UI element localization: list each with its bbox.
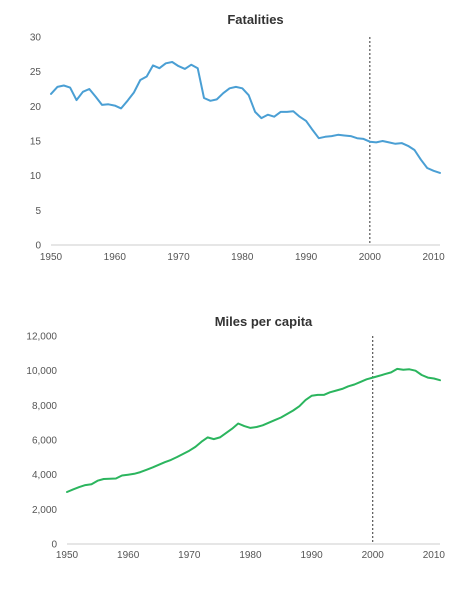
y-tick-label: 8,000 (32, 401, 57, 412)
y-tick-label: 20 (30, 102, 42, 113)
chart-title: Fatalities (227, 12, 283, 27)
y-tick-label: 0 (35, 241, 41, 252)
y-tick-label: 10 (30, 171, 42, 182)
series-line (66, 367, 441, 493)
x-tick-label: 2000 (362, 550, 385, 561)
y-tick-label: 15 (30, 137, 42, 148)
x-tick-label: 1950 (56, 550, 79, 561)
x-tick-label: 1960 (104, 252, 127, 263)
y-tick-label: 5 (35, 206, 41, 217)
x-tick-label: 1990 (300, 550, 323, 561)
x-tick-label: 1960 (117, 550, 140, 561)
y-tick-label: 25 (30, 67, 42, 78)
x-tick-label: 2010 (422, 252, 445, 263)
series-line (50, 61, 441, 174)
x-tick-label: 1990 (295, 252, 318, 263)
y-tick-label: 6,000 (32, 436, 57, 447)
x-tick-label: 1980 (231, 252, 254, 263)
y-tick-label: 10,000 (26, 366, 57, 377)
y-tick-label: 30 (30, 33, 42, 44)
y-tick-label: 4,000 (32, 470, 57, 481)
x-tick-label: 1970 (178, 550, 201, 561)
x-tick-label: 1970 (167, 252, 190, 263)
y-tick-label: 12,000 (26, 332, 57, 343)
x-tick-label: 1950 (40, 252, 63, 263)
x-tick-label: 2010 (423, 550, 446, 561)
chart-panel-2: Miles per capita 0 2,000 4,000 6,000 8,000 10,… (26, 314, 445, 561)
y-tick-label: 0 (51, 540, 57, 551)
y-tick-label: 2,000 (32, 505, 57, 516)
x-tick-label: 2000 (359, 252, 382, 263)
chart-title: Miles per capita (215, 314, 313, 329)
x-tick-label: 1980 (239, 550, 262, 561)
chart-panel-1: Fatalities 0 5 10 15 20 25 30 1950 1960 1970 1980 19… (30, 12, 445, 263)
